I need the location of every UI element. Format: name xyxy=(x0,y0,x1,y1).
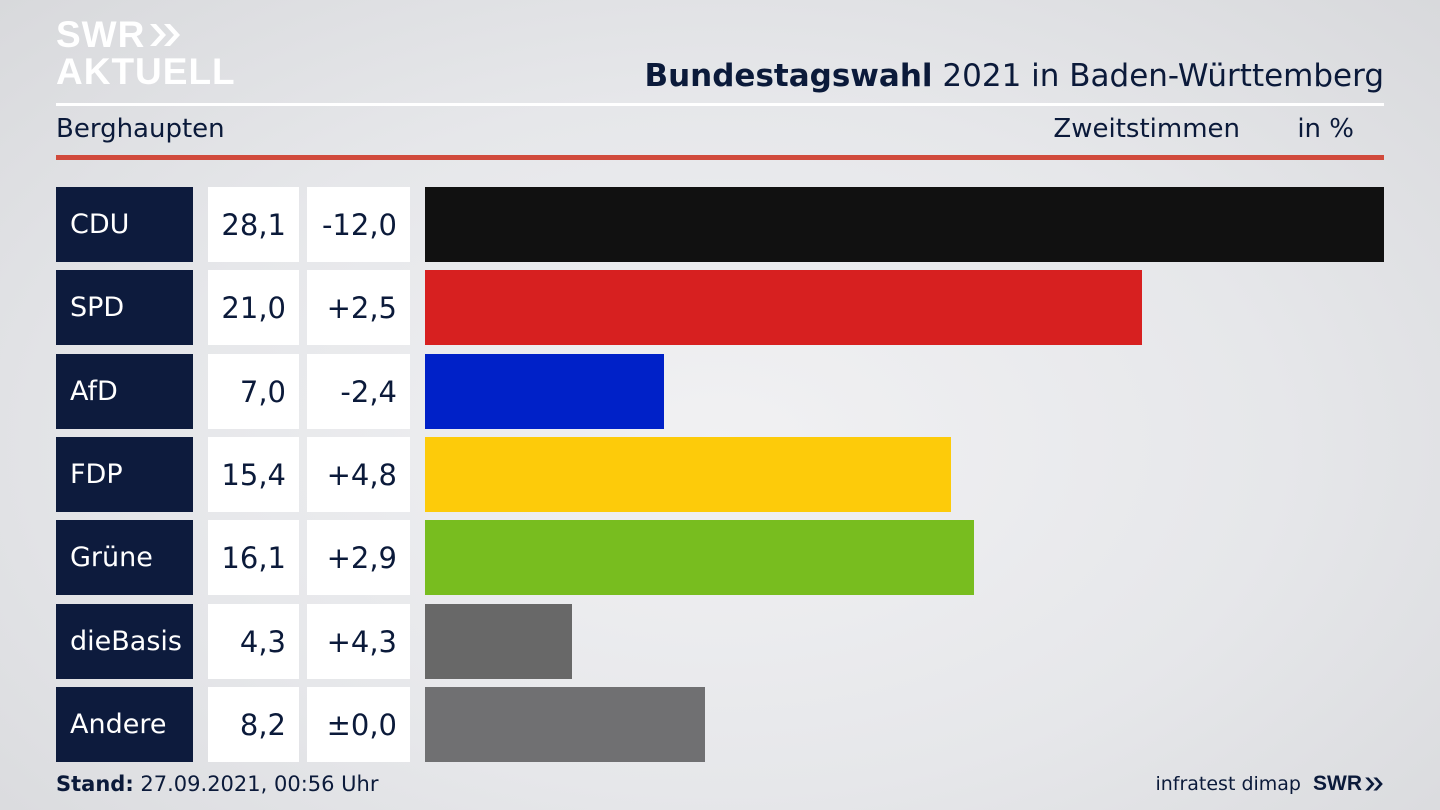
chart-row: AfD 7,0 -2,4 xyxy=(56,354,1384,429)
chart-row: dieBasis 4,3 +4,3 xyxy=(56,604,1384,679)
value-label: 8,2 xyxy=(208,687,299,762)
chart-row: SPD 21,0 +2,5 xyxy=(56,270,1384,345)
bar xyxy=(425,520,974,595)
bar xyxy=(425,437,951,512)
value-label: 4,3 xyxy=(208,604,299,679)
bar xyxy=(425,187,1384,262)
swr-aktuell-logo: SWR AKTUELL xyxy=(56,16,236,90)
header-accent-line xyxy=(56,155,1384,160)
party-label: Grüne xyxy=(56,520,193,595)
change-label: -12,0 xyxy=(307,187,410,262)
party-label: Andere xyxy=(56,687,193,762)
value-label: 15,4 xyxy=(208,437,299,512)
bar xyxy=(425,687,705,762)
timestamp: Stand: 27.09.2021, 00:56 Uhr xyxy=(56,772,379,796)
value-label: 21,0 xyxy=(208,270,299,345)
bar xyxy=(425,270,1142,345)
change-label: +2,5 xyxy=(307,270,410,345)
party-label: CDU xyxy=(56,187,193,262)
value-label: 28,1 xyxy=(208,187,299,262)
title-bold: Bundestagswahl xyxy=(644,58,933,94)
party-label: AfD xyxy=(56,354,193,429)
measure-label: Zweitstimmen xyxy=(1053,114,1240,144)
stand-value: 27.09.2021, 00:56 Uhr xyxy=(133,772,379,796)
party-label: SPD xyxy=(56,270,193,345)
footer-logo-text: SWR xyxy=(1313,772,1362,795)
logo-line2: AKTUELL xyxy=(56,51,236,92)
change-label: +4,8 xyxy=(307,437,410,512)
change-label: ±0,0 xyxy=(307,687,410,762)
change-label: +4,3 xyxy=(307,604,410,679)
logo-line1: SWR xyxy=(56,14,146,55)
region-name: Berghaupten xyxy=(56,114,225,144)
header-divider xyxy=(56,103,1384,106)
value-label: 16,1 xyxy=(208,520,299,595)
value-label: 7,0 xyxy=(208,354,299,429)
bar xyxy=(425,354,664,429)
change-label: +2,9 xyxy=(307,520,410,595)
double-chevron-icon xyxy=(148,22,182,48)
chart-row: CDU 28,1 -12,0 xyxy=(56,187,1384,262)
chart-row: Andere 8,2 ±0,0 xyxy=(56,687,1384,762)
chart-row: Grüne 16,1 +2,9 xyxy=(56,520,1384,595)
party-label: dieBasis xyxy=(56,604,193,679)
source-label: infratest dimap xyxy=(1155,773,1301,795)
bar xyxy=(425,604,572,679)
swr-footer-logo: SWR xyxy=(1313,772,1384,796)
unit-label: in % xyxy=(1297,114,1354,144)
chart-row: FDP 15,4 +4,8 xyxy=(56,437,1384,512)
page-title: Bundestagswahl 2021 in Baden-Württemberg xyxy=(644,58,1384,94)
title-rest: 2021 in Baden-Württemberg xyxy=(932,58,1384,94)
footer-credits: infratest dimap SWR xyxy=(1155,772,1384,796)
double-chevron-icon xyxy=(1365,777,1383,791)
stand-label: Stand: xyxy=(56,772,134,796)
party-label: FDP xyxy=(56,437,193,512)
change-label: -2,4 xyxy=(307,354,410,429)
